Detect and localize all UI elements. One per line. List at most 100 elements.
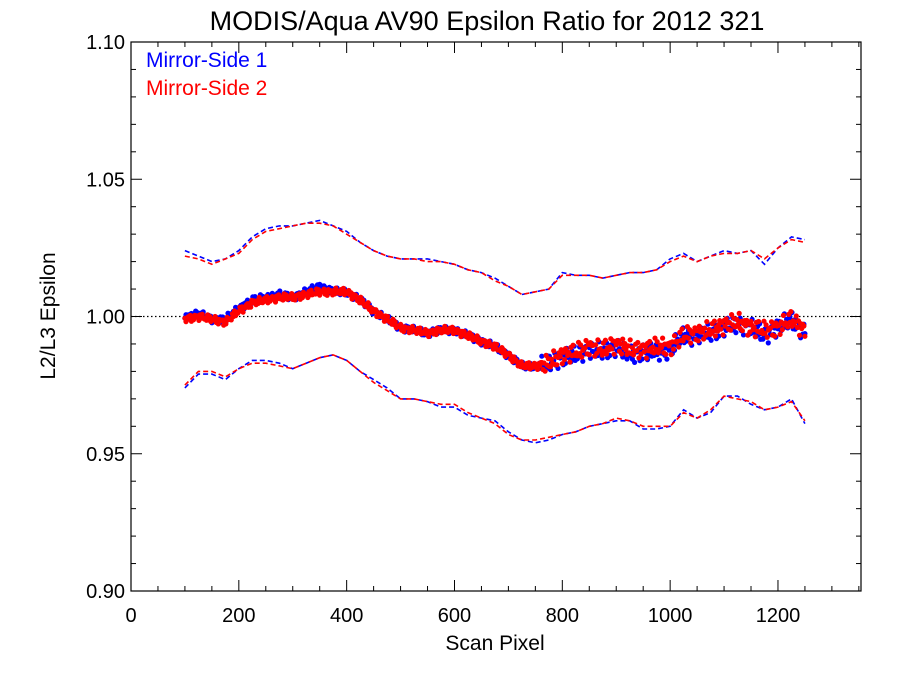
mirror-side-2-point	[736, 310, 742, 316]
mirror-side-2-point	[611, 351, 617, 357]
mirror-side-2-point	[788, 309, 794, 315]
mirror-side-1-point	[632, 359, 638, 365]
x-tick-label: 1000	[648, 605, 693, 627]
mirror-side-2-point	[542, 368, 548, 374]
mirror-side-2-point	[582, 345, 588, 351]
mirror-side-2-point	[557, 353, 563, 360]
y-tick-label: 0.90	[86, 581, 125, 603]
mirror-side-2-point	[385, 313, 391, 320]
mirror-side-2-point	[365, 300, 371, 306]
mirror-side-1-point	[765, 340, 771, 346]
legend: Mirror-Side 1 Mirror-Side 2	[146, 49, 267, 100]
mirror-side-2-point	[635, 339, 641, 346]
mirror-side-2-point	[676, 344, 682, 350]
mirror-side-2-point	[718, 326, 724, 332]
mirror-side-1-point	[664, 356, 670, 362]
x-tick-label: 0	[125, 605, 136, 627]
mirror-side-2-point	[739, 328, 746, 334]
mirror-side-2-point	[670, 346, 677, 352]
mirror-side-2-point	[772, 333, 778, 339]
y-tick-label: 1.05	[86, 169, 125, 191]
x-tick-label: 600	[438, 605, 471, 627]
mirror-side-2-point	[602, 337, 609, 343]
mirror-side-2-point	[712, 333, 719, 339]
mirror-side-2-point	[734, 317, 740, 323]
mirror-side-2-point	[763, 322, 769, 328]
legend-entry-mirror-side-2: Mirror-Side 2	[146, 77, 267, 100]
mirror-side-2-point	[392, 319, 398, 325]
mirror-side-2-point	[619, 351, 625, 357]
mirror-side-2-point	[578, 342, 584, 348]
mirror-side-2-point	[360, 297, 366, 303]
mirror-side-2-point	[699, 329, 706, 335]
mirror-side-2-point	[764, 334, 770, 340]
mirror-side-2-point	[679, 326, 685, 332]
mirror-side-2-point	[796, 332, 803, 338]
y-tick-label: 1.10	[86, 32, 125, 54]
mirror-side-2-point	[548, 356, 555, 362]
mirror-side-2-point	[625, 343, 631, 349]
mirror-side-2-point	[802, 333, 808, 339]
mirror-side-2-point	[654, 339, 660, 345]
mirror-side-2-point	[762, 330, 768, 336]
mirror-side-1-point	[740, 332, 747, 338]
legend-entry-mirror-side-1: Mirror-Side 1	[146, 49, 267, 72]
mirror-side-2-point	[586, 352, 592, 358]
mirror-side-2-point	[751, 324, 757, 331]
mirror-side-2-point	[417, 325, 423, 331]
plot-area: 0 200 400 600 800 1000 1200 0.90 0.95 1.00 1.05 1.1…	[86, 32, 862, 627]
mirror-side-2-point	[554, 362, 560, 368]
mirror-side-2-point	[593, 342, 599, 348]
mirror-side-2-point	[780, 312, 787, 318]
mirror-side-2-point	[660, 335, 666, 341]
mirror-side-1-upper-envelope	[184, 219, 806, 296]
x-axis-label: Scan Pixel	[445, 632, 544, 655]
mirror-side-2-point	[594, 350, 600, 356]
mirror-side-2-point	[627, 337, 633, 343]
mirror-side-2-upper-envelope	[184, 222, 806, 296]
mirror-side-2-point	[801, 323, 807, 329]
chart-title: MODIS/Aqua AV90 Epsilon Ratio for 2012 3…	[210, 6, 765, 36]
mirror-side-1-point	[733, 330, 739, 336]
mirror-side-2-point	[727, 327, 734, 333]
mirror-side-2-point	[777, 331, 783, 337]
mirror-side-1-point	[656, 357, 663, 363]
x-tick-label: 800	[546, 605, 579, 627]
y-tick-label: 0.95	[86, 444, 125, 466]
mirror-side-2-point	[570, 342, 576, 348]
mirror-side-2-point	[599, 352, 605, 358]
mirror-side-2-point	[794, 324, 801, 331]
mirror-side-2-point	[567, 359, 573, 365]
mirror-side-2-point	[579, 354, 585, 360]
mirror-side-2-point	[768, 319, 775, 325]
mirror-side-2-point	[583, 337, 589, 344]
mirror-side-2-point	[779, 327, 785, 333]
mirror-side-2-point	[623, 347, 629, 353]
mirror-side-1-point	[708, 337, 714, 343]
mirror-side-2-point	[620, 336, 626, 342]
mirror-side-2-point	[324, 292, 330, 298]
mirror-side-2-point	[671, 333, 678, 339]
mirror-side-2-point	[685, 335, 692, 341]
mirror-side-2-point	[248, 304, 254, 310]
mirror-side-2-point	[643, 355, 650, 361]
mirror-side-2-point	[551, 348, 557, 354]
mirror-side-2-point	[595, 337, 601, 343]
mirror-side-1-point	[539, 353, 545, 359]
mirror-side-2-point	[641, 349, 647, 355]
y-axis-label: L2/L3 Epsilon	[37, 252, 60, 379]
mirror-side-2-point	[695, 338, 701, 344]
mirror-side-1-lower-envelope	[184, 354, 806, 444]
mirror-side-2-point	[704, 319, 710, 325]
x-tick-label: 200	[222, 605, 255, 627]
x-tick-label: 400	[330, 605, 363, 627]
mirror-side-2-point	[609, 346, 615, 352]
mirror-side-2-point	[223, 321, 229, 327]
mirror-side-2-point	[617, 341, 624, 347]
mirror-side-2-point	[493, 341, 500, 347]
mirror-side-2-point	[561, 357, 568, 363]
mirror-side-2-point	[720, 332, 726, 338]
mirror-side-1-point	[580, 358, 586, 364]
